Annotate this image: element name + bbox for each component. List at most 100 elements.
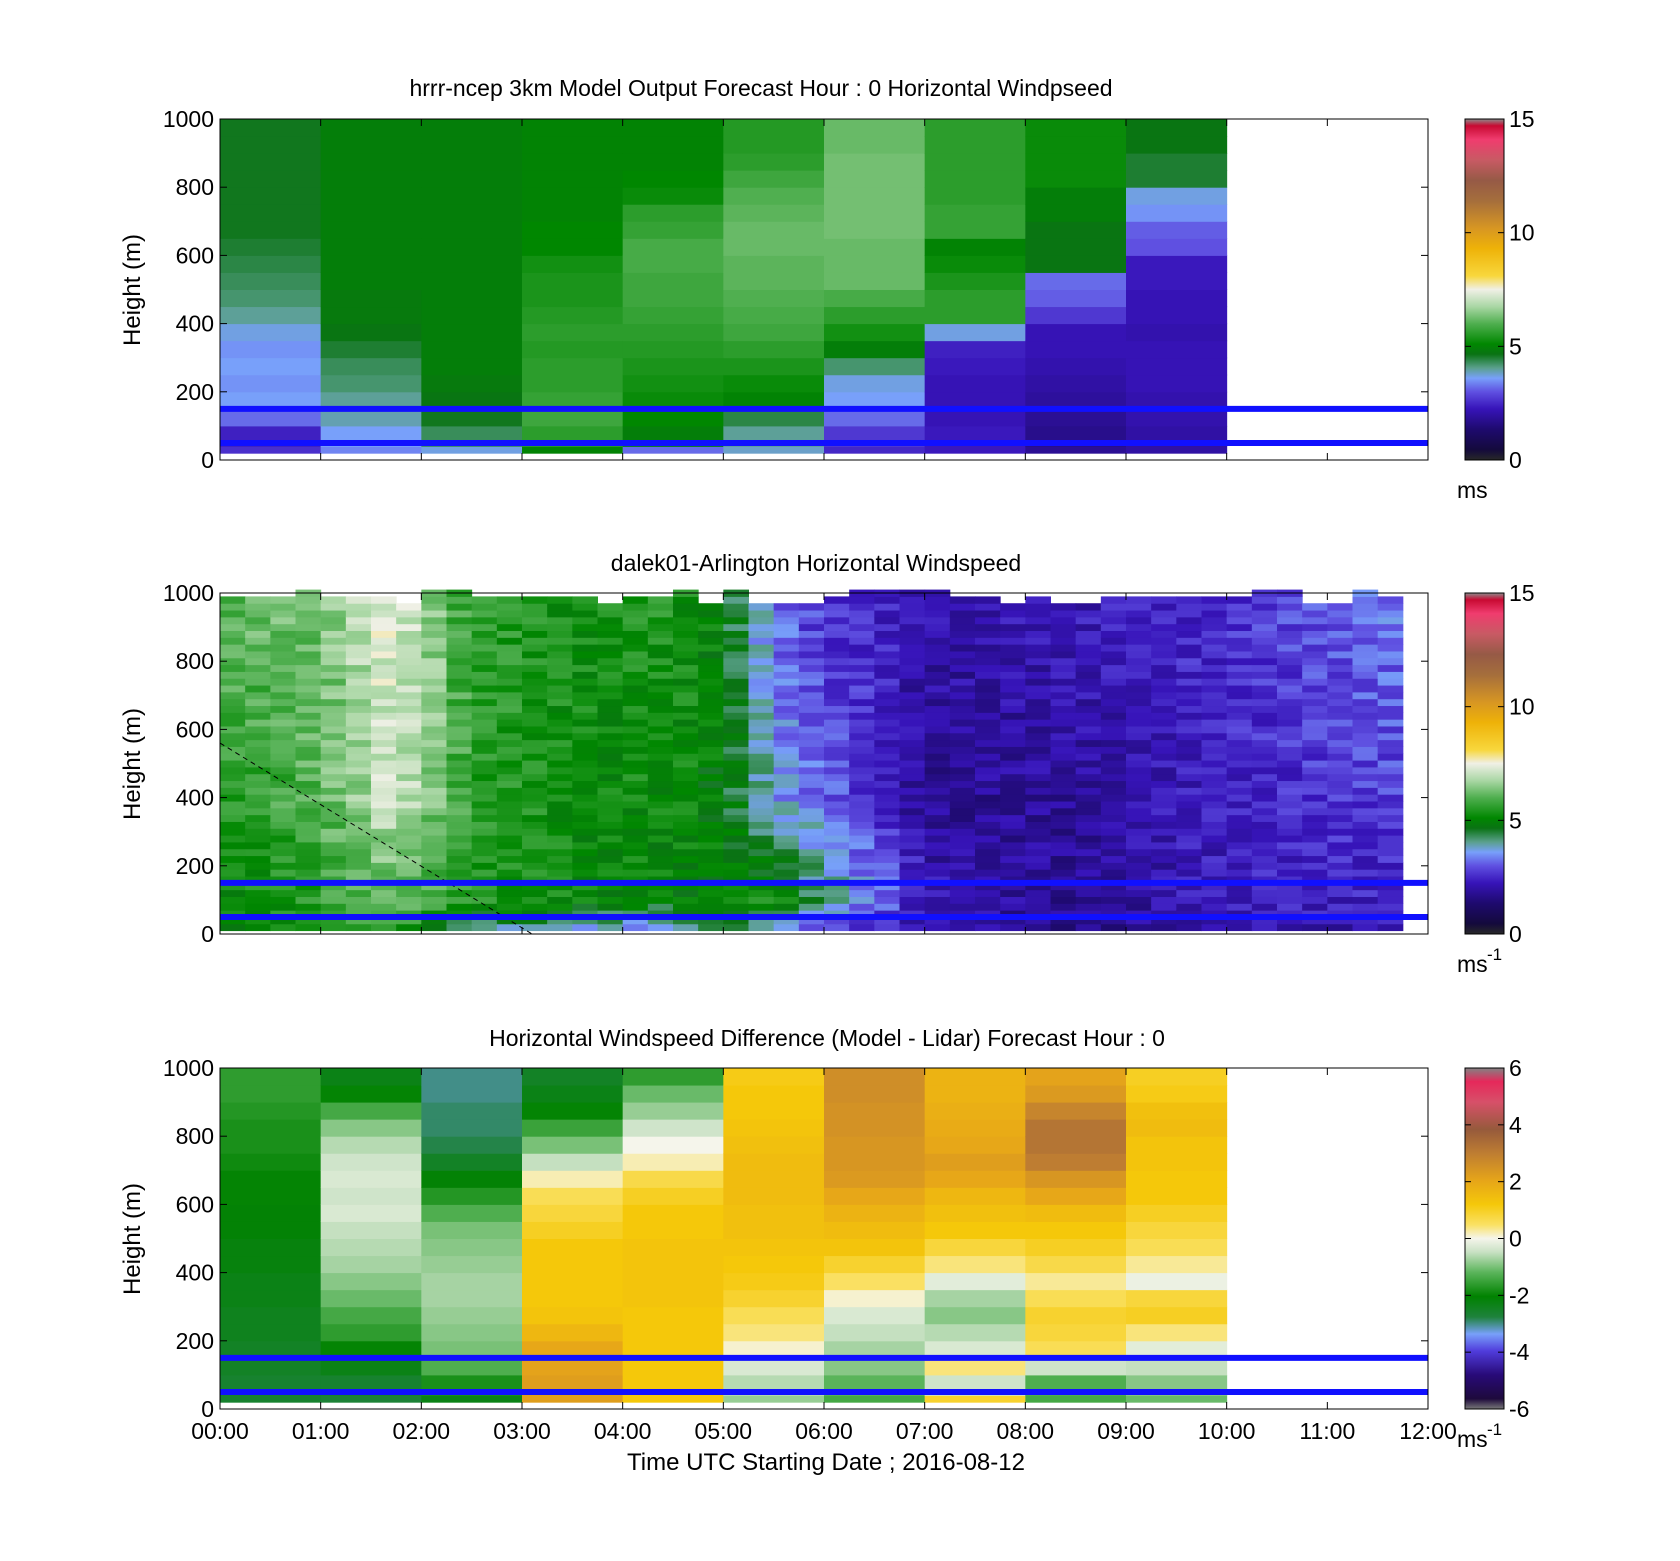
heatmap-cell: [1000, 739, 1026, 747]
heatmap-cell: [698, 773, 724, 782]
heatmap-cell: [446, 616, 473, 625]
heatmap-cell: [1251, 801, 1278, 809]
heatmap-cell: [547, 787, 573, 795]
heatmap-cell: [1025, 780, 1051, 788]
heatmap-cell: [471, 855, 498, 863]
heatmap-cell: [496, 910, 523, 918]
heatmap-cell: [320, 1289, 422, 1308]
x-tick-label: 10:00: [1198, 1418, 1256, 1444]
heatmap-cell: [798, 610, 825, 618]
heatmap-cell: [1075, 664, 1102, 672]
heatmap-cell: [773, 923, 800, 932]
heatmap-cell: [1327, 657, 1353, 666]
heatmap-cell: [622, 1085, 724, 1103]
heatmap-cell: [1075, 671, 1102, 679]
heatmap-cell: [1151, 766, 1177, 775]
heatmap-cell: [220, 685, 246, 693]
heatmap-cell: [1251, 671, 1278, 679]
heatmap-cell: [824, 1395, 926, 1403]
heatmap-cell: [773, 746, 800, 754]
heatmap-cell: [1302, 814, 1328, 822]
heatmap-cell: [1025, 869, 1051, 877]
heatmap-cell: [1377, 773, 1404, 782]
heatmap-cell: [371, 705, 397, 713]
heatmap-cell: [849, 862, 875, 870]
heatmap-cell: [924, 1340, 1026, 1359]
heatmap-cell: [647, 787, 674, 795]
heatmap-cell: [723, 153, 825, 171]
heatmap-cell: [320, 678, 347, 686]
heatmap-cell: [1050, 766, 1077, 775]
heatmap-cell: [220, 289, 322, 308]
heatmap-cell: [748, 923, 775, 932]
heatmap-cell: [496, 691, 523, 700]
heatmap-cell: [824, 705, 850, 713]
heatmap-cell: [396, 766, 422, 775]
heatmap-cell: [597, 876, 624, 884]
heatmap-cell: [874, 732, 900, 741]
heatmap-cell: [396, 753, 422, 761]
heatmap-cell: [924, 657, 951, 666]
heatmap-cell: [245, 739, 271, 747]
heatmap-cell: [320, 766, 347, 775]
heatmap-cell: [1226, 610, 1253, 618]
heatmap-cell: [1277, 916, 1303, 925]
heatmap-cell: [597, 780, 624, 788]
heatmap-cell: [522, 596, 548, 604]
heatmap-cell: [522, 650, 548, 659]
heatmap-cell: [924, 903, 951, 911]
heatmap-cell: [1025, 255, 1127, 273]
heatmap-cell: [673, 685, 699, 693]
heatmap-cell: [773, 780, 800, 788]
x-tick-label: 03:00: [493, 1418, 551, 1444]
heatmap-cell: [320, 1204, 422, 1222]
heatmap-cell: [1302, 678, 1328, 686]
heatmap-cell: [245, 712, 271, 720]
heatmap-cell: [320, 787, 347, 795]
heatmap-cell: [522, 841, 548, 850]
heatmap-cell: [1226, 650, 1253, 659]
heatmap-cell: [270, 637, 296, 645]
heatmap-cell: [1201, 685, 1228, 693]
heatmap-cell: [496, 712, 523, 720]
heatmap-cell: [874, 746, 900, 754]
heatmap-cell: [673, 644, 699, 652]
heatmap-cell: [270, 869, 296, 877]
heatmap-cell: [1176, 603, 1202, 611]
heatmap-cell: [1377, 623, 1404, 632]
heatmap-cell: [421, 698, 447, 707]
x-tick-label: 02:00: [393, 1418, 451, 1444]
heatmap-cell: [1327, 610, 1353, 618]
heatmap-cell: [1176, 862, 1202, 870]
heatmap-cell: [1100, 882, 1127, 891]
heatmap-cell: [949, 657, 976, 666]
heatmap-cell: [1302, 821, 1328, 829]
heatmap-cell: [496, 644, 523, 652]
heatmap-cell: [723, 671, 749, 679]
heatmap-cell: [949, 862, 976, 870]
heatmap-cell: [647, 644, 674, 652]
heatmap-cell: [1327, 705, 1353, 713]
heatmap-cell: [622, 630, 649, 638]
heatmap-cell: [295, 746, 322, 754]
heatmap-cell: [345, 794, 372, 802]
heatmap-cell: [1226, 712, 1253, 720]
heatmap-cell: [874, 903, 900, 911]
heatmap-cell: [874, 725, 900, 734]
heatmap-cell: [949, 691, 976, 700]
heatmap-cell: [1025, 1136, 1127, 1154]
heatmap-cell: [597, 616, 624, 625]
heatmap-cell: [371, 876, 397, 884]
heatmap-cell: [245, 698, 271, 707]
heatmap-cell: [1201, 725, 1228, 734]
heatmap-cell: [320, 916, 347, 925]
heatmap-cell: [1126, 374, 1228, 393]
heatmap-cell: [1100, 657, 1127, 666]
heatmap-cell: [245, 671, 271, 679]
heatmap-cell: [698, 835, 724, 843]
heatmap-cell: [1075, 801, 1102, 809]
heatmap-cell: [1302, 712, 1328, 720]
heatmap-cell: [1100, 746, 1127, 754]
heatmap-cell: [849, 616, 875, 625]
heatmap-cell: [597, 671, 624, 679]
